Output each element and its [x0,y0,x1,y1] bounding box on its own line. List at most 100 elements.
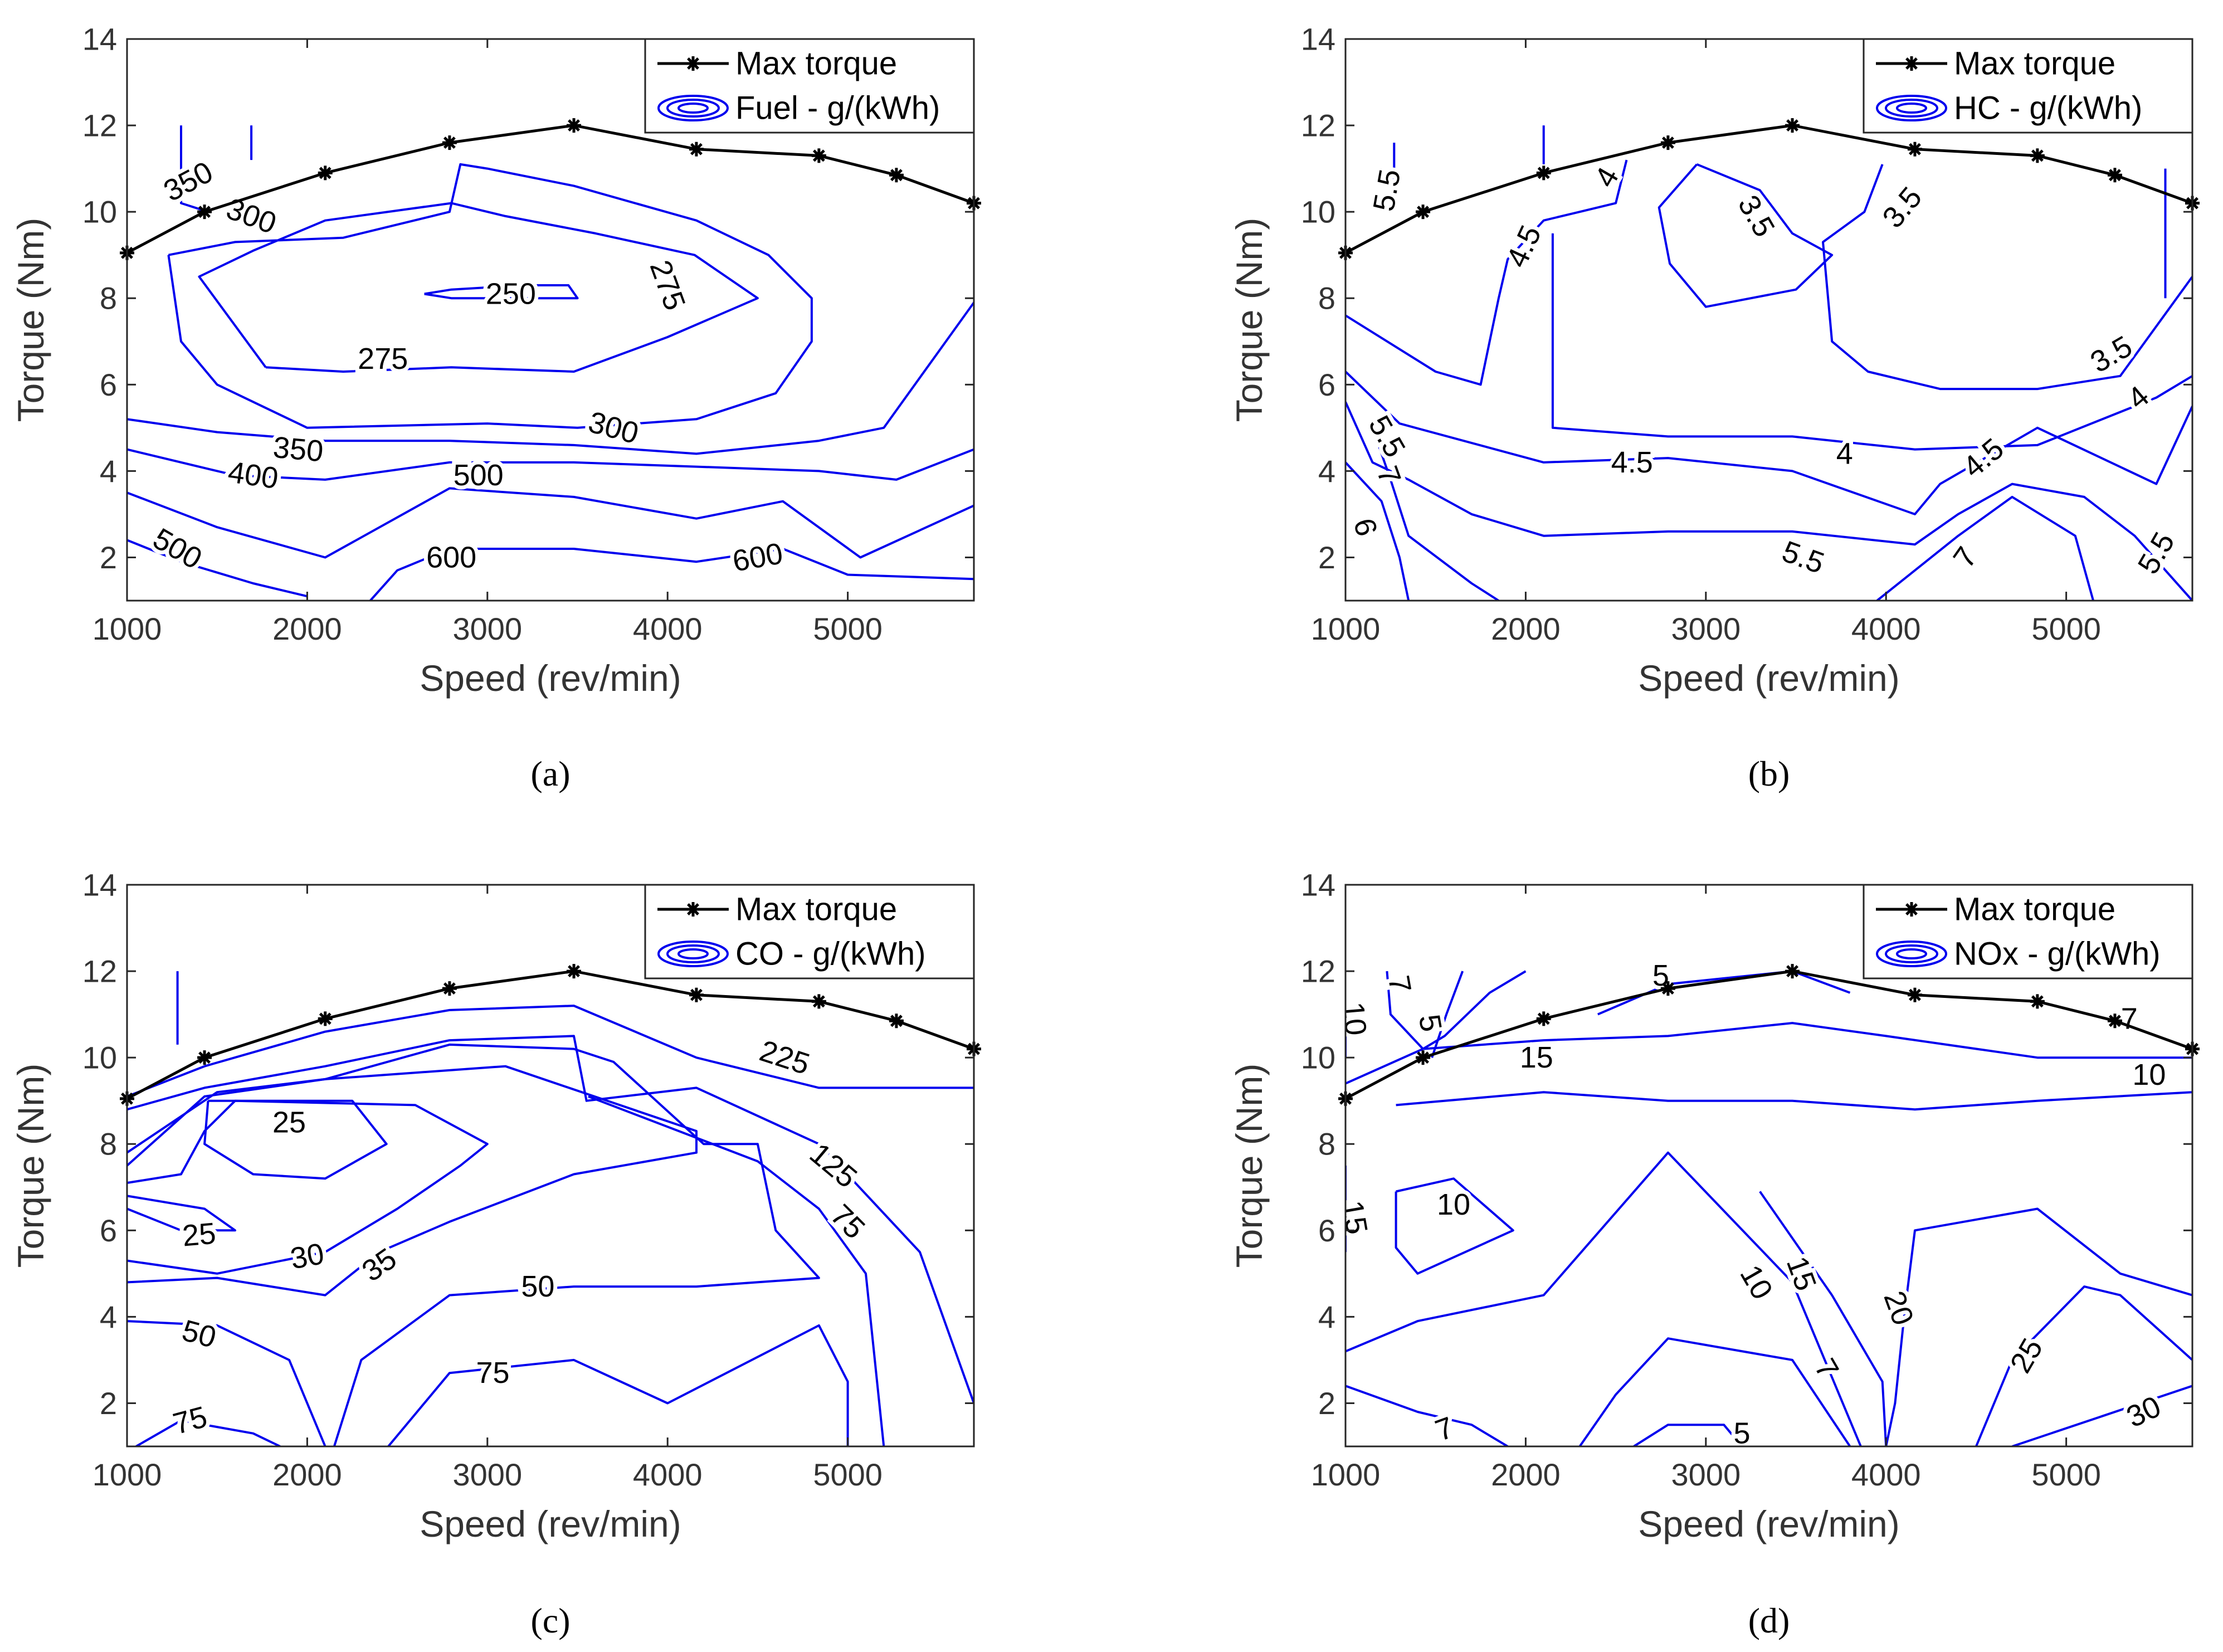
contour-line [167,163,813,429]
x-tick-label: 2000 [1491,1457,1561,1492]
contour-label: 30 [288,1237,327,1276]
contour-line [127,1035,974,1404]
contour-line [127,1005,974,1098]
contour-line [127,448,974,481]
contour-line [127,539,308,598]
contour-lines [127,125,974,601]
max-torque-marker [1660,981,1675,996]
panel-caption: (d) [1748,1601,1790,1640]
y-tick-label: 12 [1301,108,1335,143]
contour-lines [1346,970,2192,1446]
x-tick-label: 4000 [633,1457,703,1492]
contour-line [1395,1177,1514,1275]
y-tick-label: 12 [82,954,117,989]
y-tick-label: 12 [82,108,117,143]
contour-line [1346,461,1410,601]
contour-line [127,1099,489,1275]
y-tick-label: 10 [82,194,117,230]
max-torque-marker [442,135,457,150]
y-axis-label: Torque (Nm) [1228,218,1270,422]
x-tick-label: 5000 [2031,1457,2101,1492]
max-torque-series [1338,964,2200,1106]
y-tick-label: 6 [100,367,117,402]
contour-label: 250 [486,277,536,310]
contour-line [588,1095,885,1446]
max-torque-marker [689,987,704,1002]
contour-line [1597,970,1851,1016]
contour-label: 400 [226,455,281,495]
panel-caption: (a) [530,754,570,793]
max-torque-marker [811,148,826,163]
max-torque-marker [197,1050,212,1065]
legend-contour-icon [657,940,729,967]
contour-line [1885,1207,2192,1446]
axes-box [126,884,975,1448]
contour-line [127,1195,236,1232]
max-torque-marker [2107,168,2122,183]
legend-label: Max torque [1954,46,2115,82]
axes-box [1344,884,2193,1448]
x-tick-label: 5000 [813,611,883,646]
contour-line [203,1099,388,1180]
legend-contour-icon [1876,940,1947,967]
legend: Max torque NOx - g/(kWh) [1863,884,2193,979]
x-tick-label: 1000 [1311,611,1381,646]
contour-line [1876,495,2095,601]
legend-marker-max-torque [686,902,700,917]
contour-label: 25 [181,1217,217,1253]
legend-marker-max-torque [1904,902,1919,917]
contour-line [1371,427,1499,601]
contour-line [127,487,974,559]
contour-label: 75 [476,1356,509,1390]
y-axis-label: Torque (Nm) [1228,1064,1270,1268]
x-tick-label: 5000 [2031,611,2101,646]
y-tick-label: 4 [100,454,117,489]
contour-lines [127,971,974,1446]
panel-caption: (b) [1748,754,1790,793]
y-tick-label: 6 [1318,367,1335,402]
contour-line [127,1320,326,1446]
max-torque-marker [318,1011,333,1026]
contour-label: 5.5 [1367,167,1407,213]
contour-line [1346,401,2192,601]
x-axis-label: Speed (rev/min) [1638,1503,1900,1544]
contour-label: 4 [1836,437,1853,470]
y-tick-label: 12 [1301,954,1335,989]
y-tick-label: 8 [100,281,117,316]
contour-label: 15 [1520,1041,1553,1074]
x-axis-label: Speed (rev/min) [1638,657,1900,699]
panel-caption: (c) [530,1601,570,1640]
contour-line [387,1324,849,1446]
y-tick-label: 4 [100,1299,117,1334]
max-torque-marker [567,964,582,979]
max-torque-marker [1536,1011,1551,1026]
x-tick-label: 5000 [813,1457,883,1492]
contour-label: 10 [1337,1001,1373,1037]
x-tick-label: 2000 [272,611,342,646]
contour-label: 4.5 [1611,446,1653,479]
x-tick-label: 3000 [1671,611,1741,646]
contour-line [1346,371,2192,515]
max-torque-marker [2107,1013,2122,1029]
y-tick-label: 10 [1301,194,1335,230]
max-torque-marker [197,204,212,220]
contour-line [1759,1191,1888,1446]
y-tick-label: 4 [1318,1299,1335,1334]
x-tick-label: 2000 [1491,611,1561,646]
max-torque-marker [1416,204,1431,220]
max-torque-marker [2030,148,2045,163]
max-torque-marker [318,165,333,181]
contour-line [1346,1151,1862,1446]
legend: Max torque HC - g/(kWh) [1863,38,2193,134]
legend-label: Max torque [1954,891,2115,928]
y-axis-label: Torque (Nm) [10,1064,51,1268]
max-torque-marker [689,142,704,157]
contour-label: 350 [272,431,325,469]
legend-box [1863,38,2193,134]
x-tick-label: 1000 [92,1457,162,1492]
axes-box [1344,38,2193,602]
